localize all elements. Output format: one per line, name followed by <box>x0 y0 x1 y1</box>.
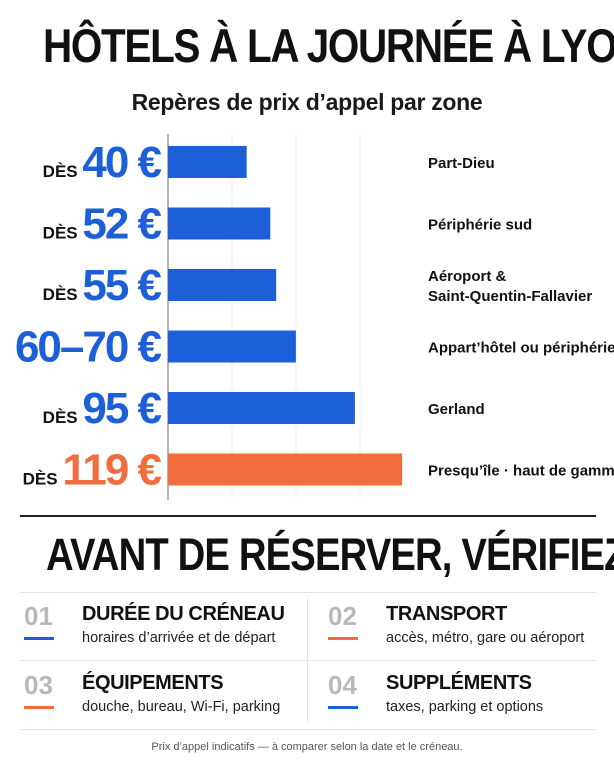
checklist-item-transport: 02 TRANSPORT accès, métro, gare ou aérop… <box>328 601 608 667</box>
checklist-item-description: douche, bureau, Wi-Fi, parking <box>82 699 281 715</box>
checklist-item-title: ÉQUIPEMENTS <box>82 672 224 694</box>
category-label: Aéroport & Saint-Quentin-Fallavier <box>428 268 592 305</box>
checklist-item-title: DURÉE DU CRÉNEAU <box>82 603 285 625</box>
bar <box>168 269 277 301</box>
category-label: Part-Dieu <box>428 155 495 172</box>
checklist-item-supplements: 04 SUPPLÉMENTS taxes, parking et options <box>328 670 608 736</box>
accent-underline <box>328 706 358 709</box>
accent-underline <box>24 637 54 640</box>
checklist-number: 03 <box>24 670 53 700</box>
footnote: Prix d’appel indicatifs — à comparer sel… <box>151 741 463 753</box>
category-label: Presqu’île · haut de gamme <box>428 463 614 480</box>
price-label: DÈS 40 € <box>43 138 162 187</box>
checklist-item-description: horaires d’arrivée et de départ <box>82 630 276 646</box>
category-label: Périphérie sud <box>428 217 532 234</box>
accent-underline <box>328 637 358 640</box>
price-bar-chart: DÈS 40 € Part-Dieu DÈS 52 € Périphérie sud D… <box>15 134 614 500</box>
section-divider <box>20 515 596 517</box>
checklist-number: 04 <box>328 670 357 700</box>
category-label: Appart’hôtel ou périphérie <box>428 340 614 357</box>
price-label: DÈS 55 € <box>43 261 162 310</box>
bar <box>168 146 247 178</box>
checklist-title: AVANT DE RÉSERVER, VÉRIFIEZ <box>46 529 614 580</box>
page-title: HÔTELS À LA JOURNÉE À LYON <box>42 19 614 72</box>
grid-line-middle <box>20 660 596 661</box>
grid-line-bottom <box>20 729 596 730</box>
checklist-item-equipements: 03 ÉQUIPEMENTS douche, bureau, Wi-Fi, pa… <box>24 670 304 736</box>
grid-line-top <box>20 592 596 593</box>
bar <box>168 453 403 486</box>
bar <box>168 207 271 240</box>
accent-underline <box>24 706 54 709</box>
checklist-item-title: TRANSPORT <box>386 603 507 625</box>
price-label: DÈS 95 € <box>43 384 162 433</box>
checklist-item-duree: 01 DURÉE DU CRÉNEAU horaires d’arrivée e… <box>24 601 304 667</box>
price-label: DÈS 119 € <box>23 446 162 495</box>
checklist-item-description: taxes, parking et options <box>386 699 544 715</box>
bar <box>168 330 296 363</box>
page-subtitle: Repères de prix d’appel par zone <box>131 89 483 115</box>
bar <box>168 392 355 424</box>
checklist-number: 02 <box>328 601 357 631</box>
price-label: DÈS 52 € <box>43 200 162 249</box>
checklist-number: 01 <box>24 601 53 631</box>
price-label: 60–70 € <box>15 323 162 372</box>
checklist-item-title: SUPPLÉMENTS <box>386 672 532 694</box>
checklist-item-description: accès, métro, gare ou aéroport <box>386 630 585 646</box>
category-label: Gerland <box>428 401 485 418</box>
grid-line-vertical <box>307 598 308 722</box>
